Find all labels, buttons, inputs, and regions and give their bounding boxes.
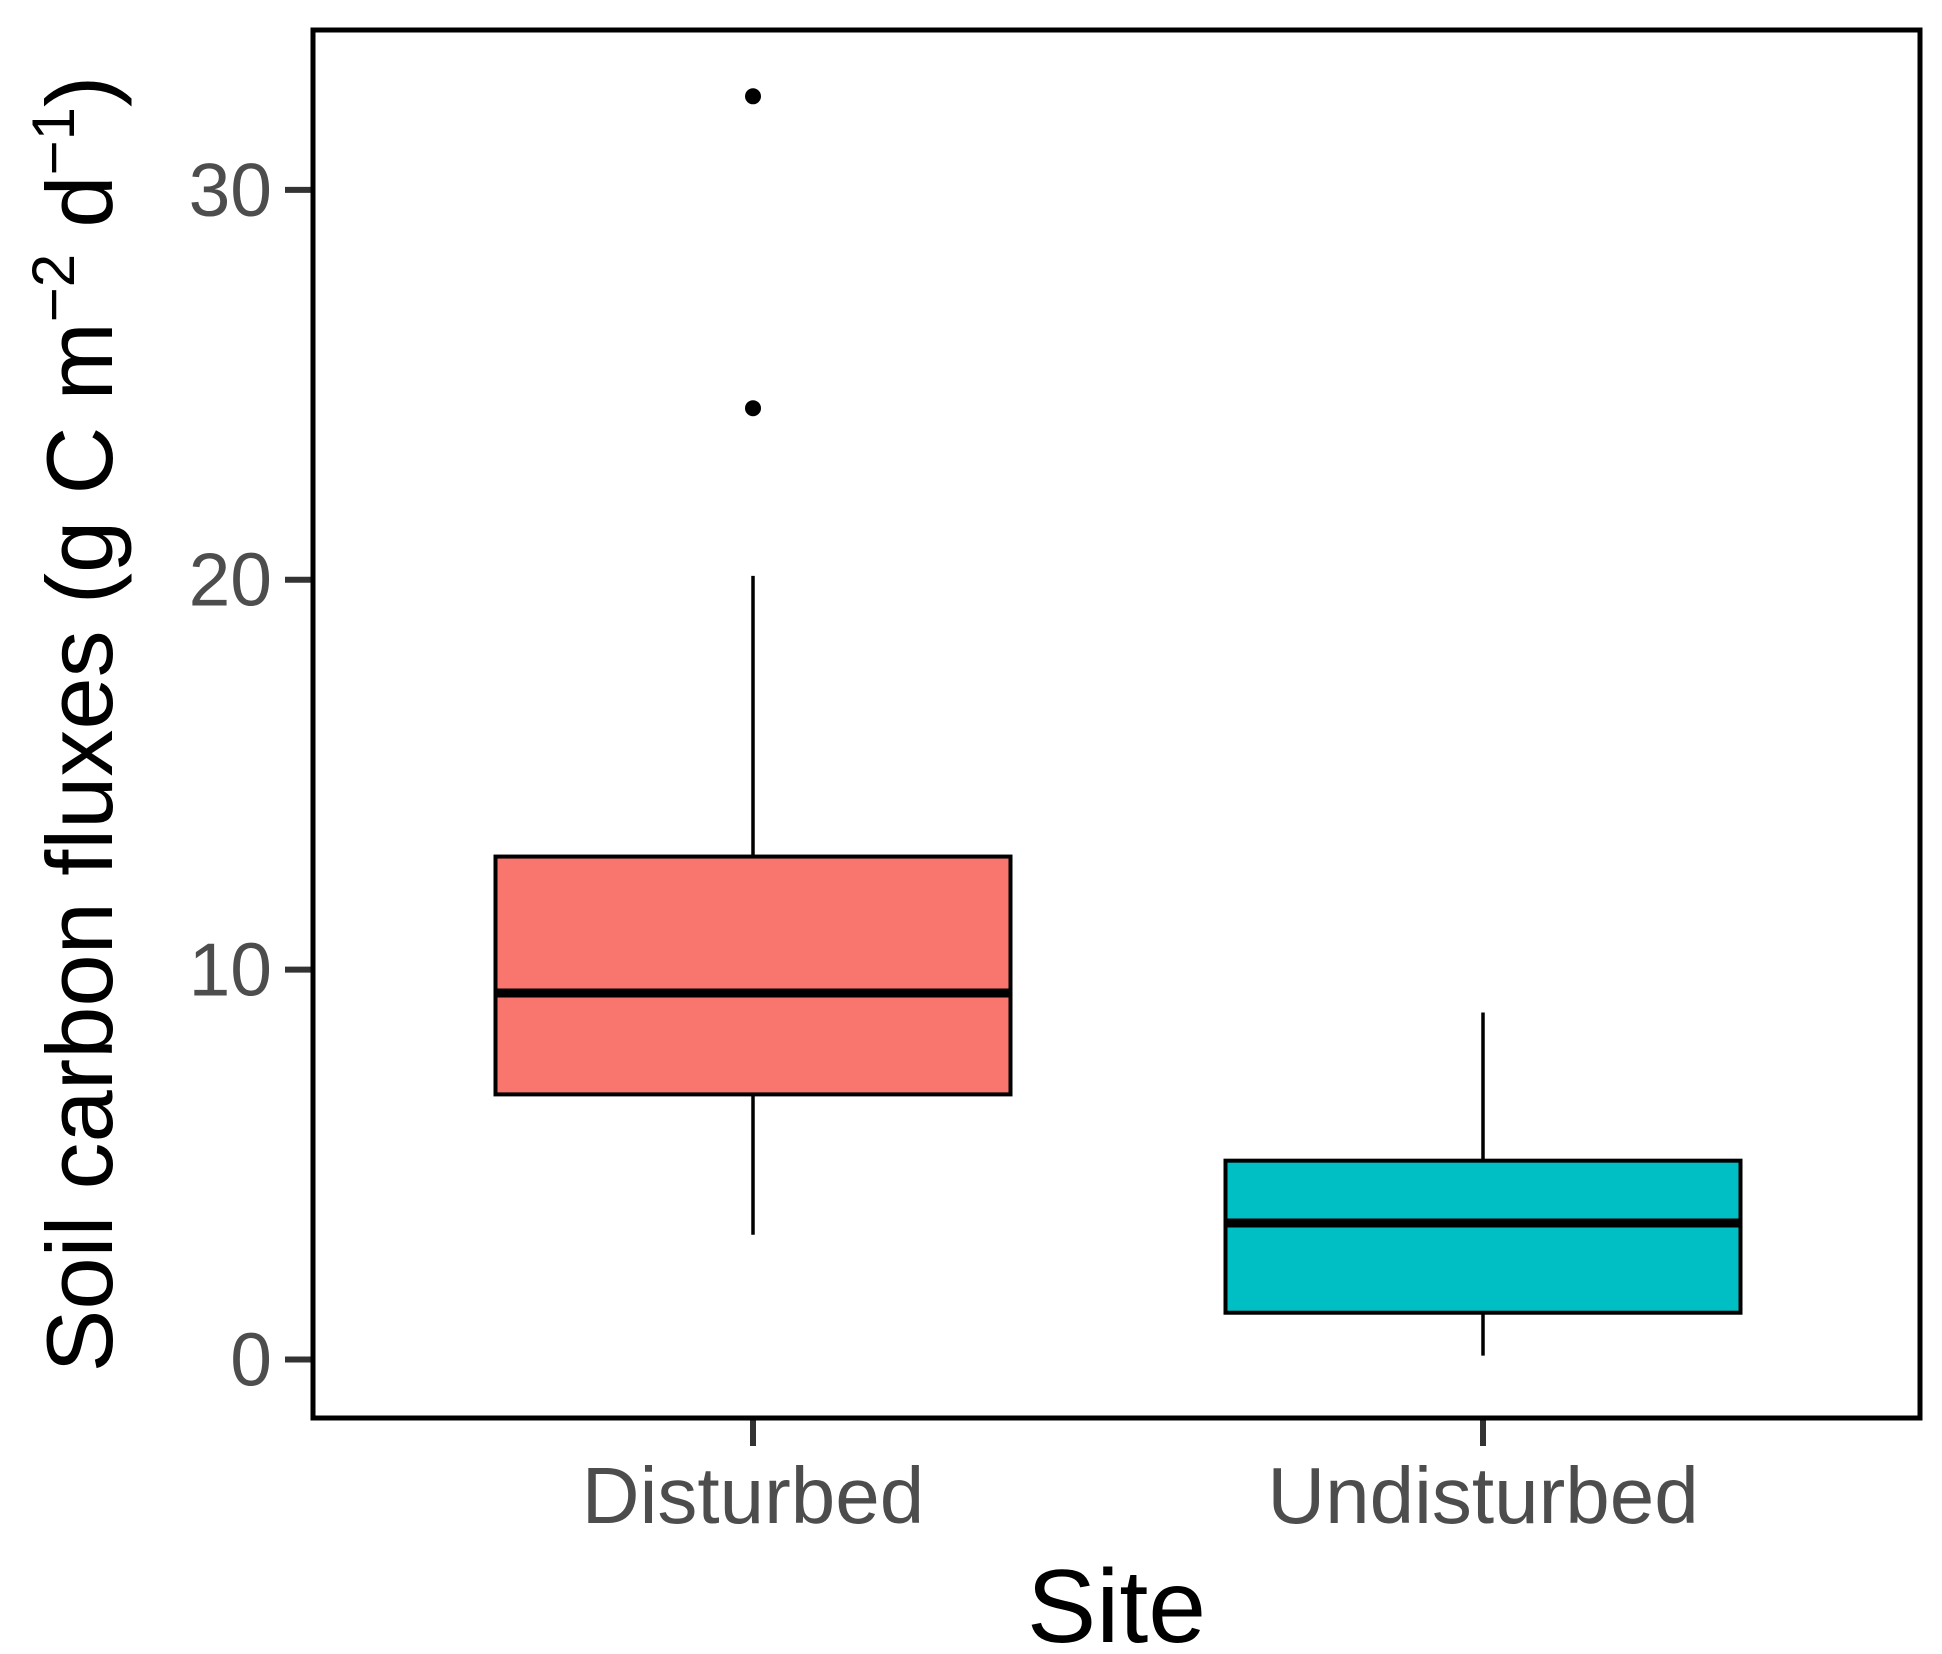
y-tick-label-10: 10 — [189, 928, 272, 1012]
y-axis-title: Soil carbon fluxes (g C m−2 d−1) — [20, 76, 132, 1373]
y-tick-label-20: 20 — [189, 538, 272, 622]
x-axis-label-disturbed: Disturbed — [582, 1451, 924, 1540]
box-undisturbed — [1223, 1158, 1743, 1315]
x-axis-label-undisturbed: Undisturbed — [1267, 1451, 1698, 1540]
box-disturbed — [493, 854, 1013, 1097]
y-tick-label-0: 0 — [230, 1318, 272, 1402]
plot-panel-border — [310, 27, 1923, 1421]
x-axis-title: Site — [1027, 1549, 1206, 1654]
y-tick-label-30: 30 — [189, 148, 272, 232]
outlier-point-disturbed-1 — [745, 88, 761, 105]
outlier-point-disturbed-0 — [745, 400, 761, 417]
